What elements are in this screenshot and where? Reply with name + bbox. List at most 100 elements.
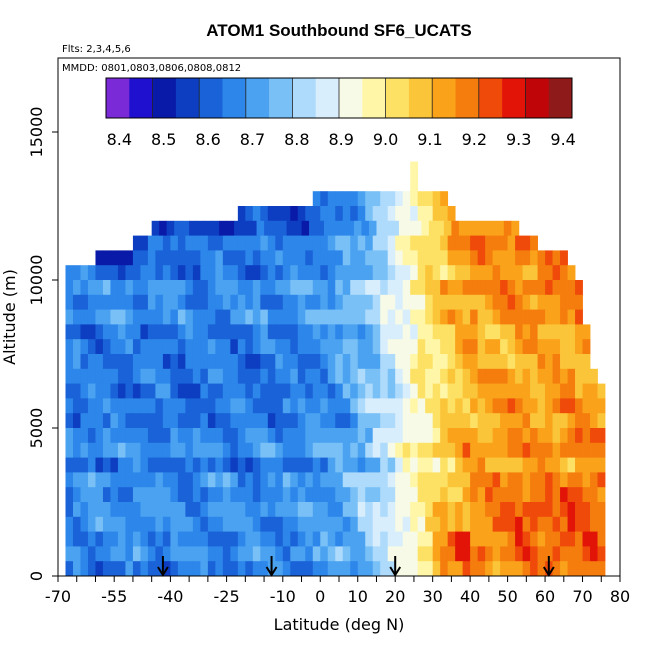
heatmap-cell (245, 280, 254, 296)
heatmap-cell (575, 442, 583, 458)
heatmap-cell (522, 413, 531, 429)
heatmap-cell (140, 294, 149, 310)
heatmap-cell (80, 561, 89, 577)
heatmap-cell (170, 309, 179, 325)
heatmap-cell (410, 354, 419, 370)
colorbar-segment (129, 78, 153, 118)
heatmap-cell (372, 531, 381, 547)
heatmap-cell (350, 561, 359, 577)
heatmap-cell (395, 294, 404, 310)
heatmap-cell (380, 206, 389, 222)
heatmap-cell (215, 502, 224, 518)
heatmap-cell (567, 442, 576, 458)
heatmap-cell (560, 457, 568, 473)
colorbar-tick-label: 9.4 (550, 130, 575, 149)
heatmap-cell (350, 487, 359, 503)
heatmap-cell (477, 368, 486, 384)
heatmap-cell (545, 294, 553, 310)
heatmap-cell (470, 472, 479, 488)
heatmap-cell (252, 250, 261, 266)
heatmap-cell (185, 546, 194, 562)
heatmap-cell (365, 457, 374, 473)
heatmap-cell (567, 531, 576, 547)
heatmap-cell (95, 472, 104, 488)
heatmap-cell (545, 250, 553, 266)
heatmap-cell (425, 428, 434, 444)
heatmap-cell (395, 472, 404, 488)
heatmap-cell (297, 206, 306, 222)
heatmap-cell (147, 324, 156, 340)
heatmap-cell (466, 220, 475, 236)
heatmap-cell (132, 413, 141, 429)
heatmap-cell (207, 442, 216, 458)
heatmap-cell (252, 487, 261, 503)
heatmap-cell (410, 516, 419, 532)
heatmap-cell (560, 265, 568, 281)
heatmap-cell (170, 368, 179, 384)
heatmap-cell (267, 531, 276, 547)
heatmap-cell (597, 561, 606, 577)
heatmap-cell (417, 398, 426, 414)
heatmap-cell (357, 309, 366, 325)
heatmap-cell (597, 442, 606, 458)
heatmap-cell (192, 487, 201, 503)
heatmap-cell (155, 368, 164, 384)
heatmap-cell (500, 235, 508, 251)
heatmap-cell (455, 250, 464, 266)
heatmap-cell (477, 309, 486, 325)
heatmap-cell (350, 457, 359, 473)
heatmap-cell (380, 294, 389, 310)
heatmap-cell (470, 398, 479, 414)
heatmap-cell (72, 457, 81, 473)
heatmap-cell (110, 413, 119, 429)
heatmap-cell (267, 516, 276, 532)
heatmap-cell (207, 561, 216, 577)
heatmap-cell (327, 324, 336, 340)
heatmap-cell (350, 428, 359, 444)
heatmap-cell (470, 546, 479, 562)
heatmap-cell (260, 472, 269, 488)
heatmap-cell (132, 487, 141, 503)
heatmap-cell (316, 220, 325, 236)
heatmap-cell (140, 502, 149, 518)
y-tick-label: 0 (27, 571, 46, 581)
heatmap-cell (357, 413, 366, 429)
heatmap-cell (447, 250, 456, 266)
heatmap-cell (252, 294, 261, 310)
heatmap-cell (260, 516, 269, 532)
heatmap-cell (207, 502, 216, 518)
heatmap-cell (425, 324, 434, 340)
heatmap-cell (267, 546, 276, 562)
heatmap-cell (95, 250, 104, 266)
heatmap-cell (567, 339, 576, 355)
heatmap-cell (185, 294, 194, 310)
heatmap-cell (440, 561, 449, 577)
heatmap-cell (237, 206, 246, 222)
heatmap-cell (417, 309, 426, 325)
heatmap-cell (470, 502, 479, 518)
heatmap-cell (102, 280, 111, 296)
heatmap-cell (312, 413, 321, 429)
heatmap-cell (189, 220, 198, 236)
heatmap-cell (237, 531, 246, 547)
heatmap-cell (215, 368, 224, 384)
heatmap-cell (207, 324, 216, 340)
heatmap-cell (312, 546, 321, 562)
heatmap-cell (455, 457, 464, 473)
heatmap-cell (335, 531, 344, 547)
heatmap-cell (582, 457, 591, 473)
heatmap-cell (200, 265, 209, 281)
heatmap-cell (530, 502, 538, 518)
heatmap-cell (485, 309, 494, 325)
heatmap-cell (582, 383, 591, 399)
heatmap-cell (237, 502, 246, 518)
heatmap-cell (252, 339, 261, 355)
heatmap-cell (425, 531, 434, 547)
heatmap-cell (552, 294, 561, 310)
heatmap-cell (170, 428, 179, 444)
heatmap-cell (290, 280, 299, 296)
heatmap-cell (447, 457, 456, 473)
heatmap-cell (372, 265, 381, 281)
heatmap-cell (207, 250, 216, 266)
heatmap-cell (500, 457, 508, 473)
